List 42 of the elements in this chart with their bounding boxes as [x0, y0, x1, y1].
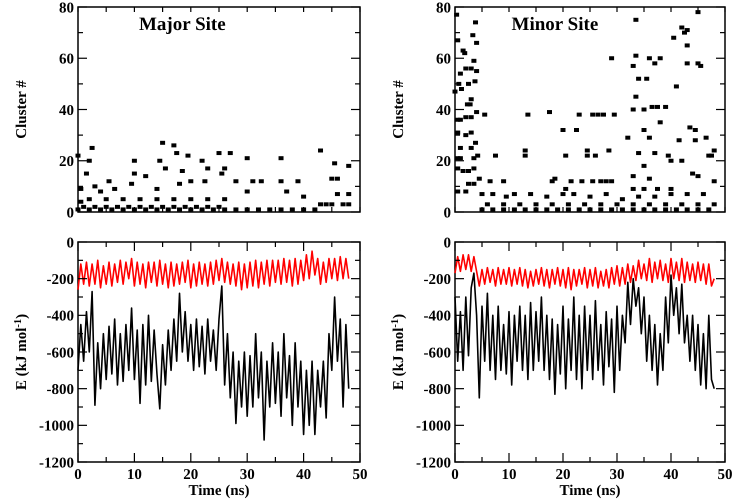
y-tick-label: -200	[424, 272, 451, 288]
y-tick-label: 20	[436, 154, 451, 170]
x-tick-label: 20	[556, 467, 570, 483]
line-series	[454, 254, 715, 290]
x-tick-label: 50	[352, 467, 368, 483]
chart-title: Major Site	[138, 14, 226, 35]
y-tick-label: -600	[46, 345, 74, 362]
y-tick-label: 80	[59, 0, 74, 16]
chart-title: Minor Site	[512, 14, 598, 35]
y-tick-label: -200	[46, 272, 74, 288]
y-tick-label: -800	[424, 382, 451, 398]
line-series	[77, 250, 350, 290]
y-tick-label: -400	[424, 308, 451, 325]
y-tick-label: 0	[444, 235, 451, 252]
x-tick-label: 50	[718, 467, 732, 483]
x-axis-title: Time (ns)	[560, 483, 620, 499]
y-tick-label: 40	[59, 102, 74, 119]
x-tick-label: 30	[610, 467, 624, 483]
x-tick-label: 20	[183, 467, 198, 483]
y-tick-label: -800	[46, 382, 74, 398]
y-tick-label: 60	[59, 52, 74, 68]
x-tick-label: 10	[126, 467, 142, 483]
y-tick-label: 0	[66, 235, 74, 252]
x-tick-label: 10	[502, 467, 516, 483]
y-axis-title: Cluster #	[14, 80, 30, 139]
y-tick-label: -1200	[39, 455, 74, 472]
y-tick-label: -400	[46, 308, 74, 325]
x-tick-label: 40	[664, 467, 678, 483]
x-tick-label: 30	[240, 467, 255, 483]
y-tick-label: 80	[436, 0, 451, 16]
y-axis-title: Cluster #	[391, 80, 407, 139]
y-tick-label: -600	[424, 345, 451, 362]
y-tick-label: 60	[436, 52, 451, 68]
y-tick-label: 0	[444, 205, 451, 222]
y-tick-label: 0	[66, 205, 74, 222]
y-tick-label: 20	[59, 154, 74, 170]
y-tick-label: -1200	[416, 455, 451, 472]
y-tick-label: -1000	[416, 418, 451, 435]
y-tick-label: 40	[436, 102, 451, 119]
x-axis-title: Time (ns)	[188, 483, 250, 499]
x-tick-label: 40	[296, 467, 312, 483]
y-tick-label: -1000	[39, 418, 74, 435]
